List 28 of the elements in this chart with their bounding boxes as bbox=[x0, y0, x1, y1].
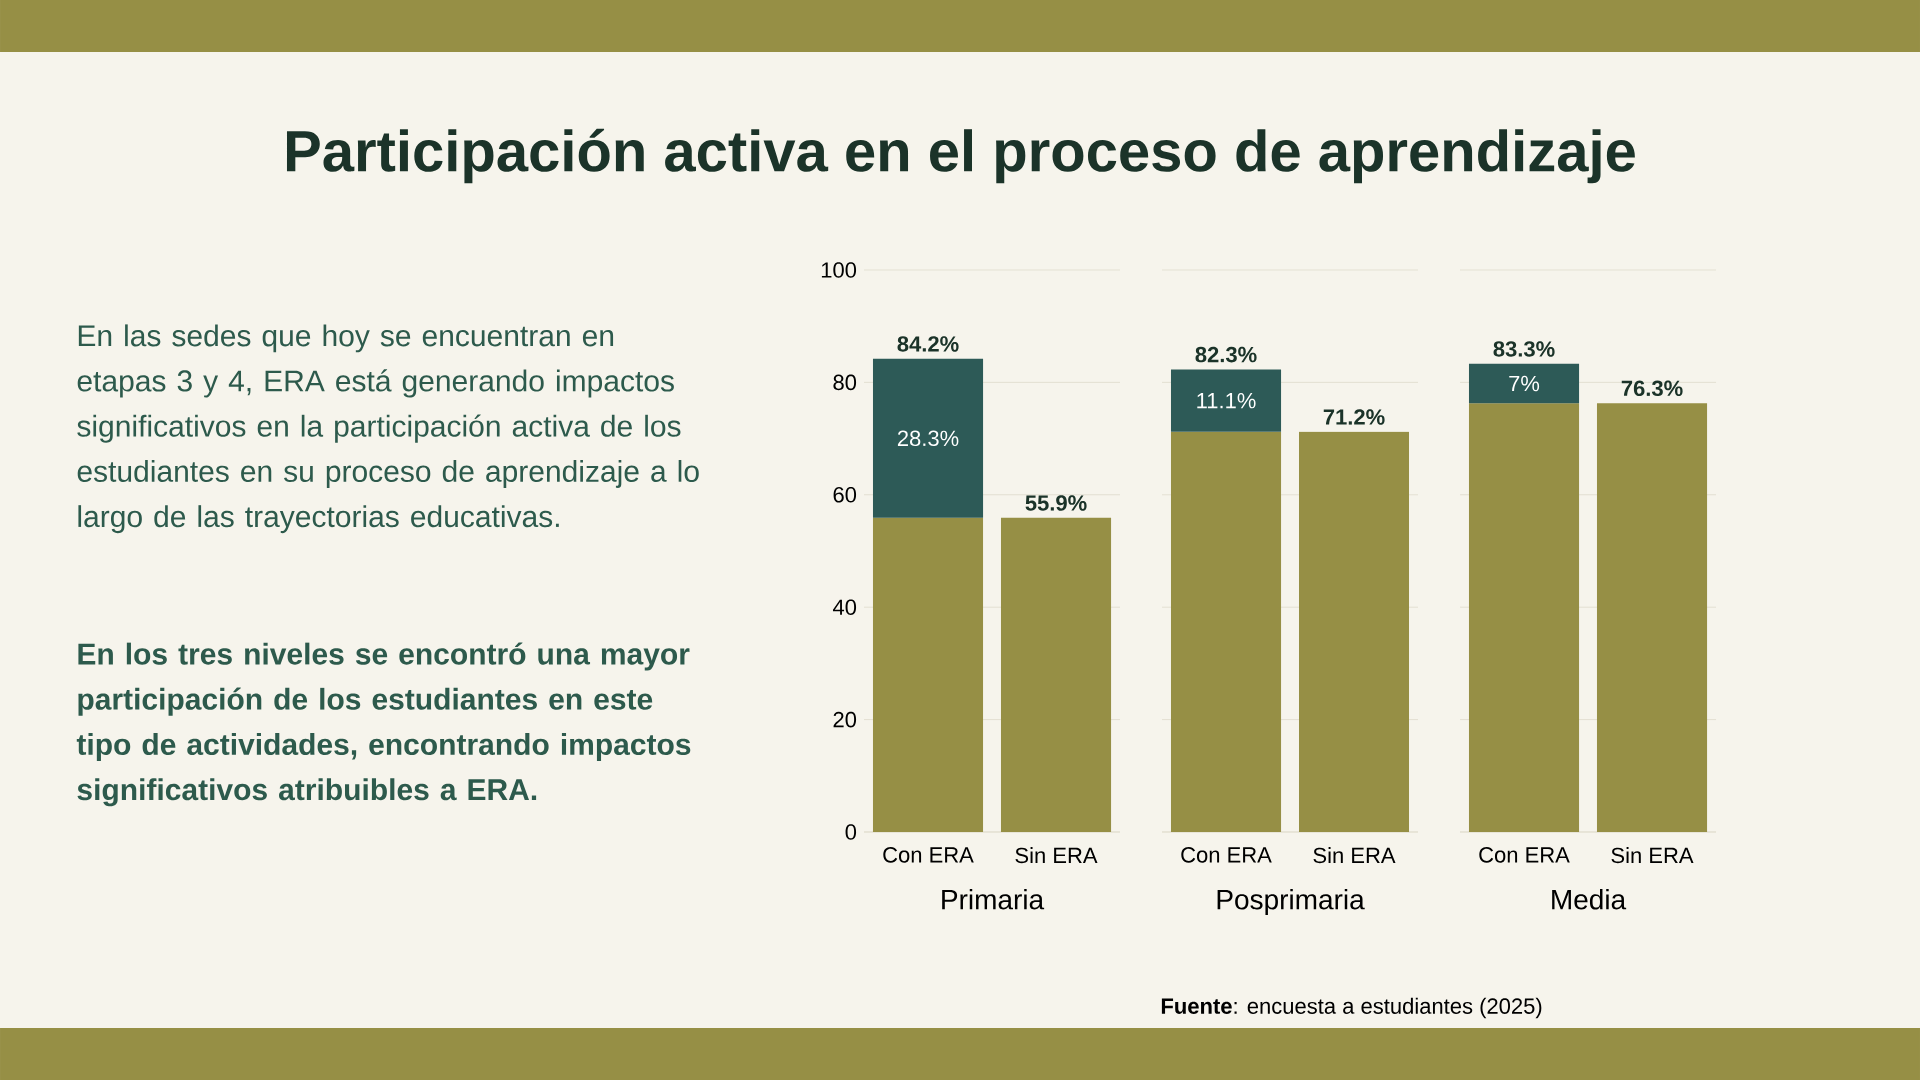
y-tick-label: 20 bbox=[833, 711, 857, 728]
data-label: 7% bbox=[1509, 375, 1540, 392]
text: En las sedes que hoy se encuentran en etapas 3 y 4, ERA está generando impactos significativos en la participación activa de los estudiantes en su proceso de aprendizaje a lo largo de las trayectorias educativas. bbox=[77, 324, 699, 534]
x-tick-label: Sin ERA bbox=[1015, 847, 1098, 864]
x-tick-label: Sin ERA bbox=[1313, 847, 1396, 864]
total-label: 71.2% bbox=[1323, 409, 1385, 425]
x-axis-title: Media bbox=[1552, 888, 1627, 910]
y-tick-label: 40 bbox=[832, 599, 857, 615]
chart-title: Participación activa en el proceso de aprendizaje bbox=[286, 128, 1635, 184]
y-tick-label: 60 bbox=[833, 487, 857, 503]
data-label: 11.1% bbox=[1197, 392, 1256, 409]
total-label: 84.2% bbox=[897, 336, 959, 352]
data-label: 28.3% bbox=[897, 430, 959, 447]
y-tick-label: 100 bbox=[821, 262, 857, 278]
text: En los tres niveles se encontró una mayor participación de los estudiantes en este tipo de actividades, encontrando impactos significativos atribuibles a ERA. bbox=[76, 642, 691, 807]
total-label: 83.3% bbox=[1493, 341, 1555, 357]
y-tick-label: 0 bbox=[845, 824, 857, 840]
total-label: 82.3% bbox=[1195, 346, 1257, 363]
y-tick-label: 80 bbox=[833, 374, 857, 391]
total-label: 76.3% bbox=[1621, 380, 1683, 397]
x-tick-label: Con ERA bbox=[1181, 847, 1272, 863]
total-label: 55.9% bbox=[1025, 495, 1087, 511]
x-tick-label: Sin ERA bbox=[1611, 847, 1694, 864]
x-tick-label: Con ERA bbox=[883, 847, 974, 863]
x-tick-label: Con ERA bbox=[1479, 847, 1570, 863]
x-axis-title: Primaria bbox=[942, 888, 1045, 910]
x-axis-title: Posprimaria bbox=[1217, 888, 1365, 916]
text: Fuente: encuesta a estudiantes (2025) bbox=[1161, 997, 1542, 1019]
